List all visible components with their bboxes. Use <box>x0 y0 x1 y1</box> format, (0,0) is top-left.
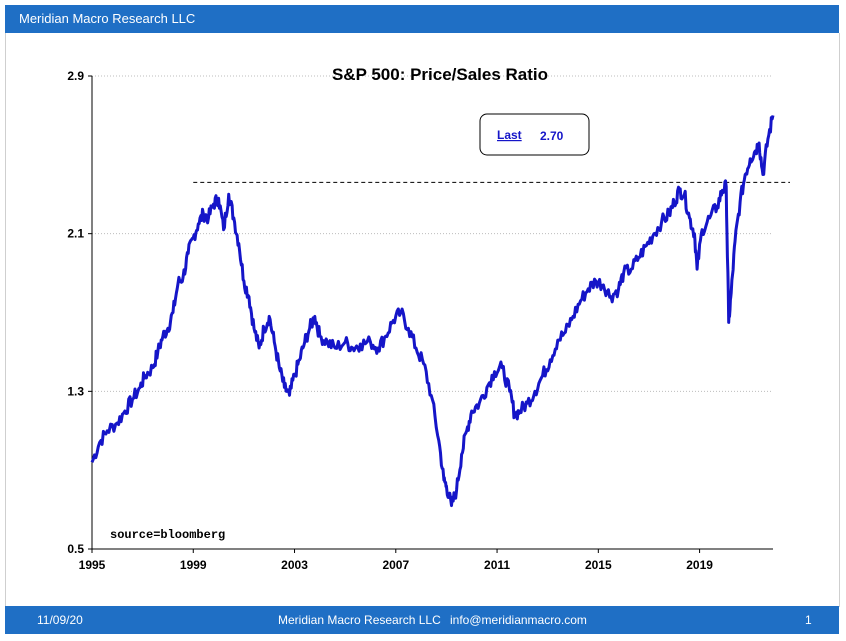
header-title: Meridian Macro Research LLC <box>19 11 196 26</box>
last-box-border <box>479 113 590 156</box>
footer-firm: Meridian Macro Research LLC <box>278 613 441 627</box>
footer-date: 11/09/20 <box>37 613 83 627</box>
x-tick-label: 2003 <box>281 558 308 572</box>
last-value: 2.70 <box>540 129 564 143</box>
y-tick-label: 0.5 <box>67 542 84 556</box>
chart-title: S&P 500: Price/Sales Ratio <box>332 65 548 84</box>
footer-email[interactable]: info@meridianmacro.com <box>450 613 587 627</box>
last-label: Last <box>497 128 522 142</box>
source-note: source=bloomberg <box>110 528 225 542</box>
header-bar: Meridian Macro Research LLC <box>5 5 839 33</box>
x-tick-label: 2015 <box>585 558 612 572</box>
last-value-box: Last 2.70 <box>479 113 590 156</box>
x-tick-labels: 1995 1999 2003 2007 2011 2015 2019 <box>79 558 714 572</box>
x-tick-label: 1995 <box>79 558 106 572</box>
x-tick-label: 2007 <box>382 558 409 572</box>
x-tick-label: 2019 <box>686 558 713 572</box>
y-tick-labels: 0.5 1.3 2.1 2.9 <box>67 69 84 556</box>
page-number: 1 <box>805 613 812 627</box>
axes <box>88 75 773 553</box>
y-tick-label: 2.1 <box>67 227 84 241</box>
x-tick-label: 1999 <box>180 558 207 572</box>
series-line <box>90 115 775 508</box>
y-tick-label: 1.3 <box>67 384 84 398</box>
grid-lines <box>92 75 773 392</box>
footer-bar: 11/09/20 Meridian Macro Research LLC inf… <box>5 606 839 634</box>
y-tick-label: 2.9 <box>67 69 84 83</box>
x-tick-label: 2011 <box>484 558 510 572</box>
